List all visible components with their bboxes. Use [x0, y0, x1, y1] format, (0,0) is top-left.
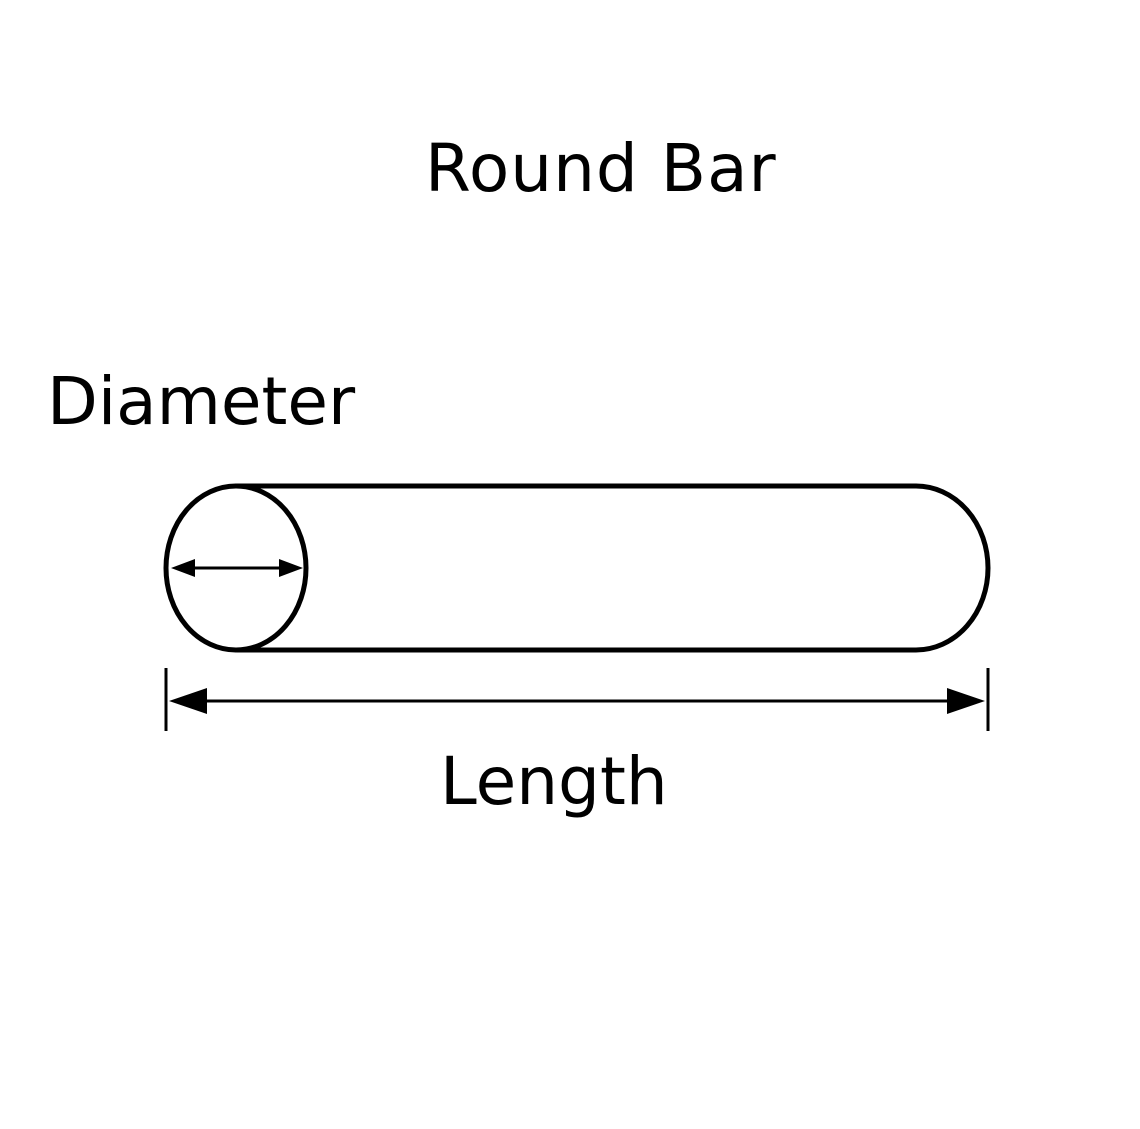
- diagram-title: Round Bar: [425, 130, 777, 207]
- length-arrowhead-left: [169, 688, 207, 714]
- diameter-arrowhead-right: [279, 559, 303, 577]
- bar-end-face: [163, 483, 309, 653]
- length-label: Length: [440, 743, 668, 820]
- length-arrowhead-right: [947, 688, 985, 714]
- diameter-label: Diameter: [47, 363, 356, 440]
- bar-body-outline: [237, 483, 991, 653]
- diameter-arrowhead-left: [171, 559, 195, 577]
